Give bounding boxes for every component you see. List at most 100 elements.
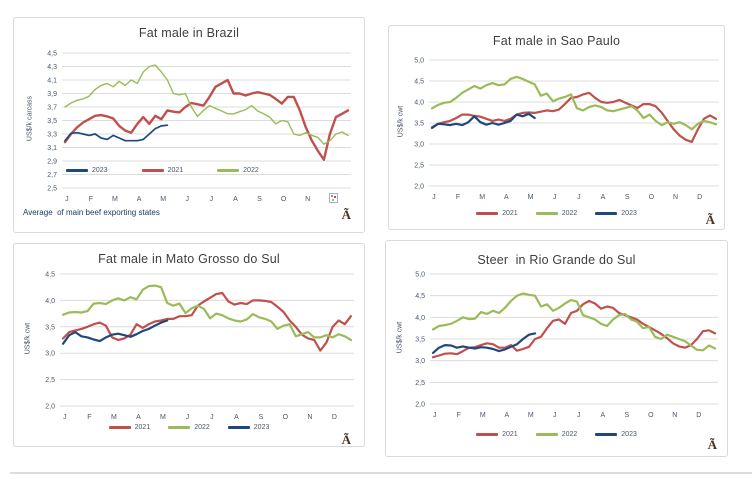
x-month-label: F <box>89 196 93 203</box>
y-tick-label: 4,1 <box>47 78 57 85</box>
x-month-label: O <box>648 412 654 419</box>
x-month-label: A <box>504 194 509 201</box>
series-line-2022 <box>61 284 352 342</box>
series-line-2021 <box>61 291 352 352</box>
y-tick-label: 3,5 <box>415 337 425 344</box>
y-tick-label: 2,5 <box>415 380 425 387</box>
chart-fat-male-brazil: Fat male in Brazil US$/k carcass 4,5 4,3 4… <box>13 17 365 233</box>
x-month-label: O <box>283 414 289 421</box>
x-month-label: J <box>210 414 214 421</box>
legend-label: 2021 <box>134 424 151 431</box>
y-tick-label: 2,5 <box>414 163 424 170</box>
legend-swatch <box>476 212 499 215</box>
legend-item-2022: 2022 <box>217 167 259 174</box>
y-tick-label: 2,9 <box>47 159 57 166</box>
y-tick-label: 3,5 <box>414 121 424 128</box>
x-month-label: J <box>186 414 190 421</box>
legend-item-2021: 2021 <box>476 210 518 217</box>
legend-item-2023: 2023 <box>66 167 108 174</box>
legend-label: 2021 <box>502 431 518 438</box>
y-tick-label: 3,9 <box>47 91 57 98</box>
x-month-label: J <box>553 194 557 201</box>
x-month-label: F <box>456 194 460 201</box>
corner-artifact: Ã <box>327 193 351 221</box>
x-month-label: J <box>63 414 67 421</box>
legend-label: 2022 <box>194 424 210 431</box>
legend-label: 2022 <box>243 167 259 174</box>
plot-area: 4,5 4,0 3,5 3,0 2,5 2,0 J F M A M J J A S O N D <box>45 272 354 421</box>
chart-steer-rio-grande-do-sul: Steer in Rio Grande do Sul US$/k cwt 5,0… <box>385 240 728 457</box>
x-month-label: N <box>672 412 677 419</box>
x-month-label: O <box>649 194 655 201</box>
legend: 2021 2022 2023 <box>386 431 727 438</box>
x-month-label: J <box>210 196 214 203</box>
corner-artifact: Ã <box>693 423 717 451</box>
x-month-label: M <box>111 414 117 421</box>
legend-swatch <box>595 433 618 436</box>
legend-item-2022: 2022 <box>535 431 578 438</box>
legend-item-2022: 2022 <box>168 424 210 431</box>
x-month-label: M <box>160 196 166 203</box>
x-month-label: M <box>160 414 166 421</box>
legend-item-2021: 2021 <box>141 167 184 174</box>
series-line-2023 <box>431 332 537 355</box>
x-month-label: N <box>305 196 310 203</box>
chart-fat-male-mato-grosso-do-sul: Fat male in Mato Grosso do Sul US$/k cwt… <box>13 243 365 447</box>
x-month-label: A <box>600 412 605 419</box>
legend: 2023 2021 2022 <box>66 167 259 174</box>
x-month-label: J <box>553 412 557 419</box>
y-tick-label: 5,0 <box>415 272 425 279</box>
x-month-label: N <box>673 194 678 201</box>
y-tick-label: 3,0 <box>415 358 425 365</box>
bottom-divider <box>10 472 752 474</box>
broken-image-icon <box>329 193 338 203</box>
a-tilde-glyph: Ã <box>705 212 715 227</box>
series-line-2023 <box>64 124 169 142</box>
y-tick-label: 4,5 <box>45 272 55 279</box>
legend: 2021 2022 2023 <box>14 424 364 431</box>
legend-label: 2022 <box>561 210 578 217</box>
series-line-2022 <box>64 64 349 145</box>
y-tick-label: 4,0 <box>45 298 55 305</box>
y-tick-label: 3,7 <box>47 105 57 112</box>
legend-label: 2023 <box>621 210 637 217</box>
y-tick-label: 5,0 <box>414 58 424 65</box>
legend-swatch <box>227 426 250 429</box>
plot-area: 5,0 4,5 4,0 3,5 3,0 2,5 2,0 J F M A M J J A S O N D <box>415 272 718 419</box>
legend-swatch <box>535 212 558 215</box>
legend-label: 2021 <box>167 167 184 174</box>
legend-item-2023: 2023 <box>595 431 637 438</box>
x-month-label: J <box>432 194 436 201</box>
legend: 2021 2022 2023 <box>389 210 724 217</box>
series-line-2021 <box>63 78 350 161</box>
y-tick-label: 3,3 <box>47 132 57 139</box>
x-month-label: J <box>65 196 69 203</box>
legend-label: 2022 <box>561 431 578 438</box>
chart-title: Fat male in Mato Grosso do Sul <box>98 252 280 266</box>
legend-item-2021: 2021 <box>476 431 518 438</box>
chart-title: Steer in Rio Grande do Sul <box>477 253 636 267</box>
legend-swatch <box>217 169 240 172</box>
x-month-label: J <box>577 194 581 201</box>
y-tick-label: 3,5 <box>47 118 57 125</box>
x-month-label: M <box>479 194 485 201</box>
chart-title: Fat male in Brazil <box>138 26 240 40</box>
legend-item-2021: 2021 <box>108 424 151 431</box>
legend-swatch <box>535 433 558 436</box>
chart-title: Fat male in Sao Paulo <box>492 34 621 48</box>
legend-label: 2023 <box>253 424 270 431</box>
x-month-label: J <box>185 196 189 203</box>
plot-area: 5,0 4,5 4,0 3,5 3,0 2,5 2,0 J F M A M J J A S O N D <box>414 58 719 201</box>
y-tick-label: 2,5 <box>45 377 55 384</box>
x-month-label: O <box>281 196 287 203</box>
plot-area: 4,5 4,3 4,1 3,9 3,7 3,5 3,3 3,1 2,9 2,7 2,5 J F M A M J J… <box>47 51 351 203</box>
x-month-label: S <box>259 414 264 421</box>
legend-swatch <box>108 426 131 429</box>
a-tilde-glyph: Ã <box>341 432 351 447</box>
legend-label: 2023 <box>621 431 637 438</box>
x-month-label: S <box>624 412 629 419</box>
x-month-label: D <box>697 194 702 201</box>
y-tick-label: 4,5 <box>414 79 424 86</box>
x-month-label: A <box>504 412 509 419</box>
